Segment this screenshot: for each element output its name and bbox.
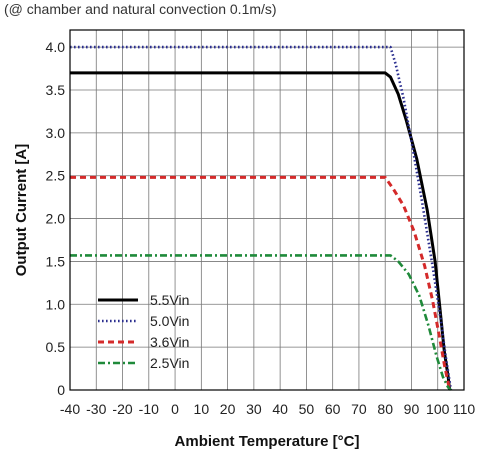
y-tick-label: 2.5 [46,168,66,184]
series-line-3-6vin [70,175,452,391]
x-tick-label: -10 [139,401,159,417]
x-tick-label: 30 [246,401,262,417]
x-tick-labels: -40 -30 -20 -10 0 10 20 30 40 50 60 70 80 90 100 110 [60,401,475,417]
y-tick-label: 3.5 [46,82,66,98]
x-tick-label: -30 [86,401,106,417]
x-tick-label: 40 [272,401,288,417]
x-tick-label: 20 [220,401,236,417]
series-line-2-5vin [70,254,452,391]
legend-label: 2.5Vin [150,355,189,371]
y-tick-label: 1.0 [46,296,66,312]
x-tick-label: 0 [171,401,179,417]
series-line-5-0vin [70,45,453,391]
x-tick-label: -40 [60,401,80,417]
y-tick-label: 2.0 [46,211,66,227]
x-tick-label: 60 [325,401,341,417]
legend: 5.5Vin 5.0Vin 3.6Vin 2.5Vin [98,292,189,371]
x-tick-label: 110 [453,401,476,417]
legend-label: 3.6Vin [150,334,189,350]
legend-label: 5.5Vin [150,292,189,308]
y-tick-label: 4.0 [46,39,66,55]
x-tick-label: 80 [377,401,393,417]
series-group [70,45,453,391]
legend-label: 5.0Vin [150,313,189,329]
y-tick-label: 1.5 [46,253,66,269]
x-tick-label: -20 [112,401,132,417]
plot-frame [69,29,465,391]
x-tick-label: 100 [426,401,450,417]
x-tick-label: 10 [194,401,210,417]
x-tick-label: 50 [299,401,315,417]
y-tick-label: 0.5 [46,339,66,355]
x-axis-title: Ambient Temperature [°C] [175,433,360,450]
series-line-5-5vin [70,71,452,391]
y-axis-title: Output Current [A] [13,144,30,276]
y-tick-label: 3.0 [46,125,66,141]
chart-subtitle: (@ chamber and natural convection 0.1m/s… [4,1,277,17]
x-tick-label: 90 [404,401,420,417]
y-tick-labels: 0 0.5 1.0 1.5 2.0 2.5 3.0 3.5 4.0 [46,39,66,398]
x-tick-label: 70 [351,401,367,417]
y-tick-label: 0 [57,382,65,398]
